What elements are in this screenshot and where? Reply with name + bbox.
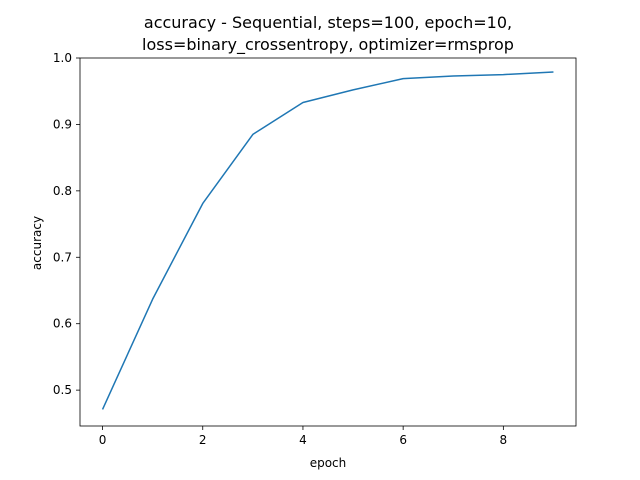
- y-tick-label-3: 0.8: [53, 184, 72, 198]
- data-point-0-6: [402, 78, 404, 80]
- y-tick-label-5: 1.0: [53, 51, 72, 65]
- chart-title-line-2: loss=binary_crossentropy, optimizer=rmsp…: [142, 35, 514, 55]
- x-axis-label: epoch: [310, 456, 347, 470]
- x-tick-label-3: 6: [399, 433, 407, 447]
- plot-frame: [79, 57, 577, 427]
- data-point-0-0: [102, 409, 104, 411]
- y-tick-label-4: 0.9: [53, 117, 72, 131]
- y-tick-label-0: 0.5: [53, 383, 72, 397]
- x-tick-label-2: 4: [299, 433, 307, 447]
- data-point-0-1: [152, 298, 154, 300]
- y-tick-label-2: 0.7: [53, 250, 72, 264]
- data-point-0-4: [302, 102, 304, 104]
- y-axis-label: accuracy: [30, 216, 44, 270]
- plot-area: 0 2 4 6 8 0.5 0.6 0.7 0.8 0.9 1.0: [53, 51, 577, 447]
- data-point-0-7: [453, 75, 455, 77]
- data-point-0-5: [352, 89, 354, 91]
- y-tick-label-1: 0.6: [53, 317, 72, 331]
- data-point-0-8: [503, 74, 505, 76]
- x-tick-label-0: 0: [99, 433, 107, 447]
- data-point-0-9: [553, 71, 555, 73]
- data-point-0-3: [252, 134, 254, 136]
- series-line-0: [101, 71, 554, 410]
- x-tick-label-1: 2: [199, 433, 207, 447]
- x-tick-label-4: 8: [500, 433, 508, 447]
- data-point-0-2: [202, 203, 204, 205]
- chart-title-line-1: accuracy - Sequential, steps=100, epoch=…: [144, 13, 512, 32]
